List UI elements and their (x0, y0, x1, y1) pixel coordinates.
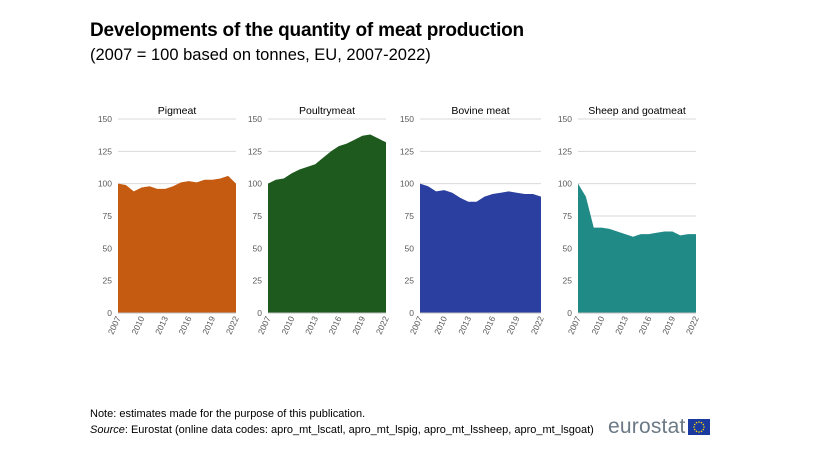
area-bovine-meat (420, 183, 541, 313)
source-text: Source: Eurostat (online data codes: apr… (90, 424, 594, 436)
x-tick-label: 2010 (279, 314, 296, 336)
x-tick-label: 2013 (613, 314, 630, 336)
x-tick-label: 2016 (637, 314, 654, 336)
flag-star (696, 430, 698, 433)
x-tick-label: 2010 (589, 314, 606, 336)
y-tick-label: 125 (248, 146, 262, 156)
eurostat-logo: eurostat (608, 415, 711, 439)
x-tick-label: 2013 (153, 314, 170, 336)
area-sheep-and-goatmeat (578, 183, 696, 313)
y-tick-label: 125 (558, 146, 572, 156)
x-tick-label: 2010 (432, 314, 449, 336)
y-tick-label: 25 (405, 276, 415, 286)
y-tick-label: 150 (248, 114, 262, 124)
panel-title-bovine-meat: Bovine meat (451, 105, 509, 117)
x-tick-label: 2013 (456, 314, 473, 336)
panel-title-poultrymeat: Poultrymeat (299, 105, 355, 117)
y-tick-label: 150 (98, 114, 112, 124)
y-tick-label: 25 (563, 276, 573, 286)
flag-star (694, 423, 696, 426)
x-tick-label: 2016 (480, 314, 497, 336)
chart-title: Developments of the quantity of meat pro… (90, 20, 524, 41)
area-pigmeat (118, 175, 236, 313)
flag-star (694, 428, 696, 431)
x-tick-label: 2013 (303, 314, 320, 336)
y-tick-label: 50 (563, 243, 573, 253)
x-tick-label: 2019 (350, 314, 367, 336)
x-tick-label: 2022 (374, 314, 391, 336)
y-tick-label: 150 (400, 114, 414, 124)
y-tick-label: 100 (400, 179, 414, 189)
y-tick-label: 0 (107, 308, 112, 318)
panel-title-sheep-and-goatmeat: Sheep and goatmeat (588, 105, 686, 117)
flag-star (693, 426, 696, 428)
y-tick-label: 100 (98, 179, 112, 189)
flag-star (703, 426, 706, 428)
x-tick-label: 2019 (660, 314, 677, 336)
area-poultrymeat (268, 134, 386, 313)
x-tick-label: 2016 (327, 314, 344, 336)
x-tick-label: 2022 (224, 314, 241, 336)
x-tick-label: 2019 (200, 314, 217, 336)
y-tick-label: 150 (558, 114, 572, 124)
flag-star (698, 421, 701, 423)
y-tick-label: 25 (103, 276, 113, 286)
y-tick-label: 50 (405, 243, 415, 253)
x-tick-label: 2022 (529, 314, 546, 336)
x-tick-label: 2010 (129, 314, 146, 336)
x-tick-label: 2022 (684, 314, 701, 336)
source-label: Source (90, 424, 125, 436)
flag-star (703, 428, 705, 431)
flag-star (701, 430, 703, 433)
y-tick-label: 75 (405, 211, 415, 221)
y-tick-label: 75 (563, 211, 573, 221)
logo-text: eurostat (608, 415, 686, 438)
flag-star (698, 431, 701, 433)
y-tick-label: 0 (409, 308, 414, 318)
y-tick-label: 50 (103, 243, 113, 253)
chart-subtitle: (2007 = 100 based on tonnes, EU, 2007-20… (90, 46, 431, 64)
x-tick-label: 2019 (505, 314, 522, 336)
y-tick-label: 100 (248, 179, 262, 189)
y-tick-label: 75 (103, 211, 113, 221)
panel-title-pigmeat: Pigmeat (158, 105, 197, 117)
flag-star (696, 421, 698, 424)
y-tick-label: 0 (567, 308, 572, 318)
x-tick-label: 2016 (177, 314, 194, 336)
y-tick-label: 25 (253, 276, 263, 286)
y-tick-label: 100 (558, 179, 572, 189)
flag-star (703, 423, 705, 426)
y-tick-label: 50 (253, 243, 263, 253)
source-codes: : Eurostat (online data codes: apro_mt_l… (124, 424, 594, 436)
y-tick-label: 125 (400, 146, 414, 156)
eu-flag-icon (688, 419, 711, 435)
y-tick-label: 125 (98, 146, 112, 156)
flag-star (701, 421, 703, 424)
note-text: Note: estimates made for the purpose of … (90, 408, 366, 420)
y-tick-label: 0 (257, 308, 262, 318)
y-tick-label: 75 (253, 211, 263, 221)
